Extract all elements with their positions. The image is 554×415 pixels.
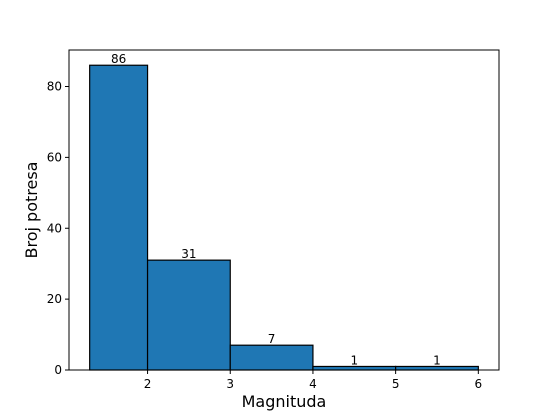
histogram-bar [229,344,314,371]
x-tick-label: 3 [226,377,234,391]
bar-value-label: 1 [433,353,441,367]
y-tick-label: 80 [47,80,62,94]
histogram-bar [89,64,149,371]
y-tick-label: 20 [47,292,62,306]
histogram-bar [146,259,231,371]
y-tick-label: 40 [47,221,62,235]
bar-value-label: 1 [350,353,358,367]
x-tick-label: 5 [392,377,400,391]
bars-group [89,64,479,371]
x-tick-label: 4 [309,377,317,391]
bar-value-label: 31 [181,247,196,261]
bar-value-label: 7 [268,332,276,346]
bar-value-label: 86 [111,52,126,66]
y-tick-label: 0 [54,363,62,377]
data-labels-group: 86 31 7 1 1 [111,52,441,367]
y-axis-title: Broj potresa [22,162,41,259]
y-tick-label: 60 [47,150,62,164]
y-axis-ticks: 0 20 40 60 80 [47,80,69,377]
x-tick-label: 2 [144,377,152,391]
x-tick-label: 6 [475,377,483,391]
x-axis-ticks: 2 3 4 5 6 [144,370,482,391]
x-axis-title: Magnituda [242,392,327,411]
plot-frame [68,49,500,371]
